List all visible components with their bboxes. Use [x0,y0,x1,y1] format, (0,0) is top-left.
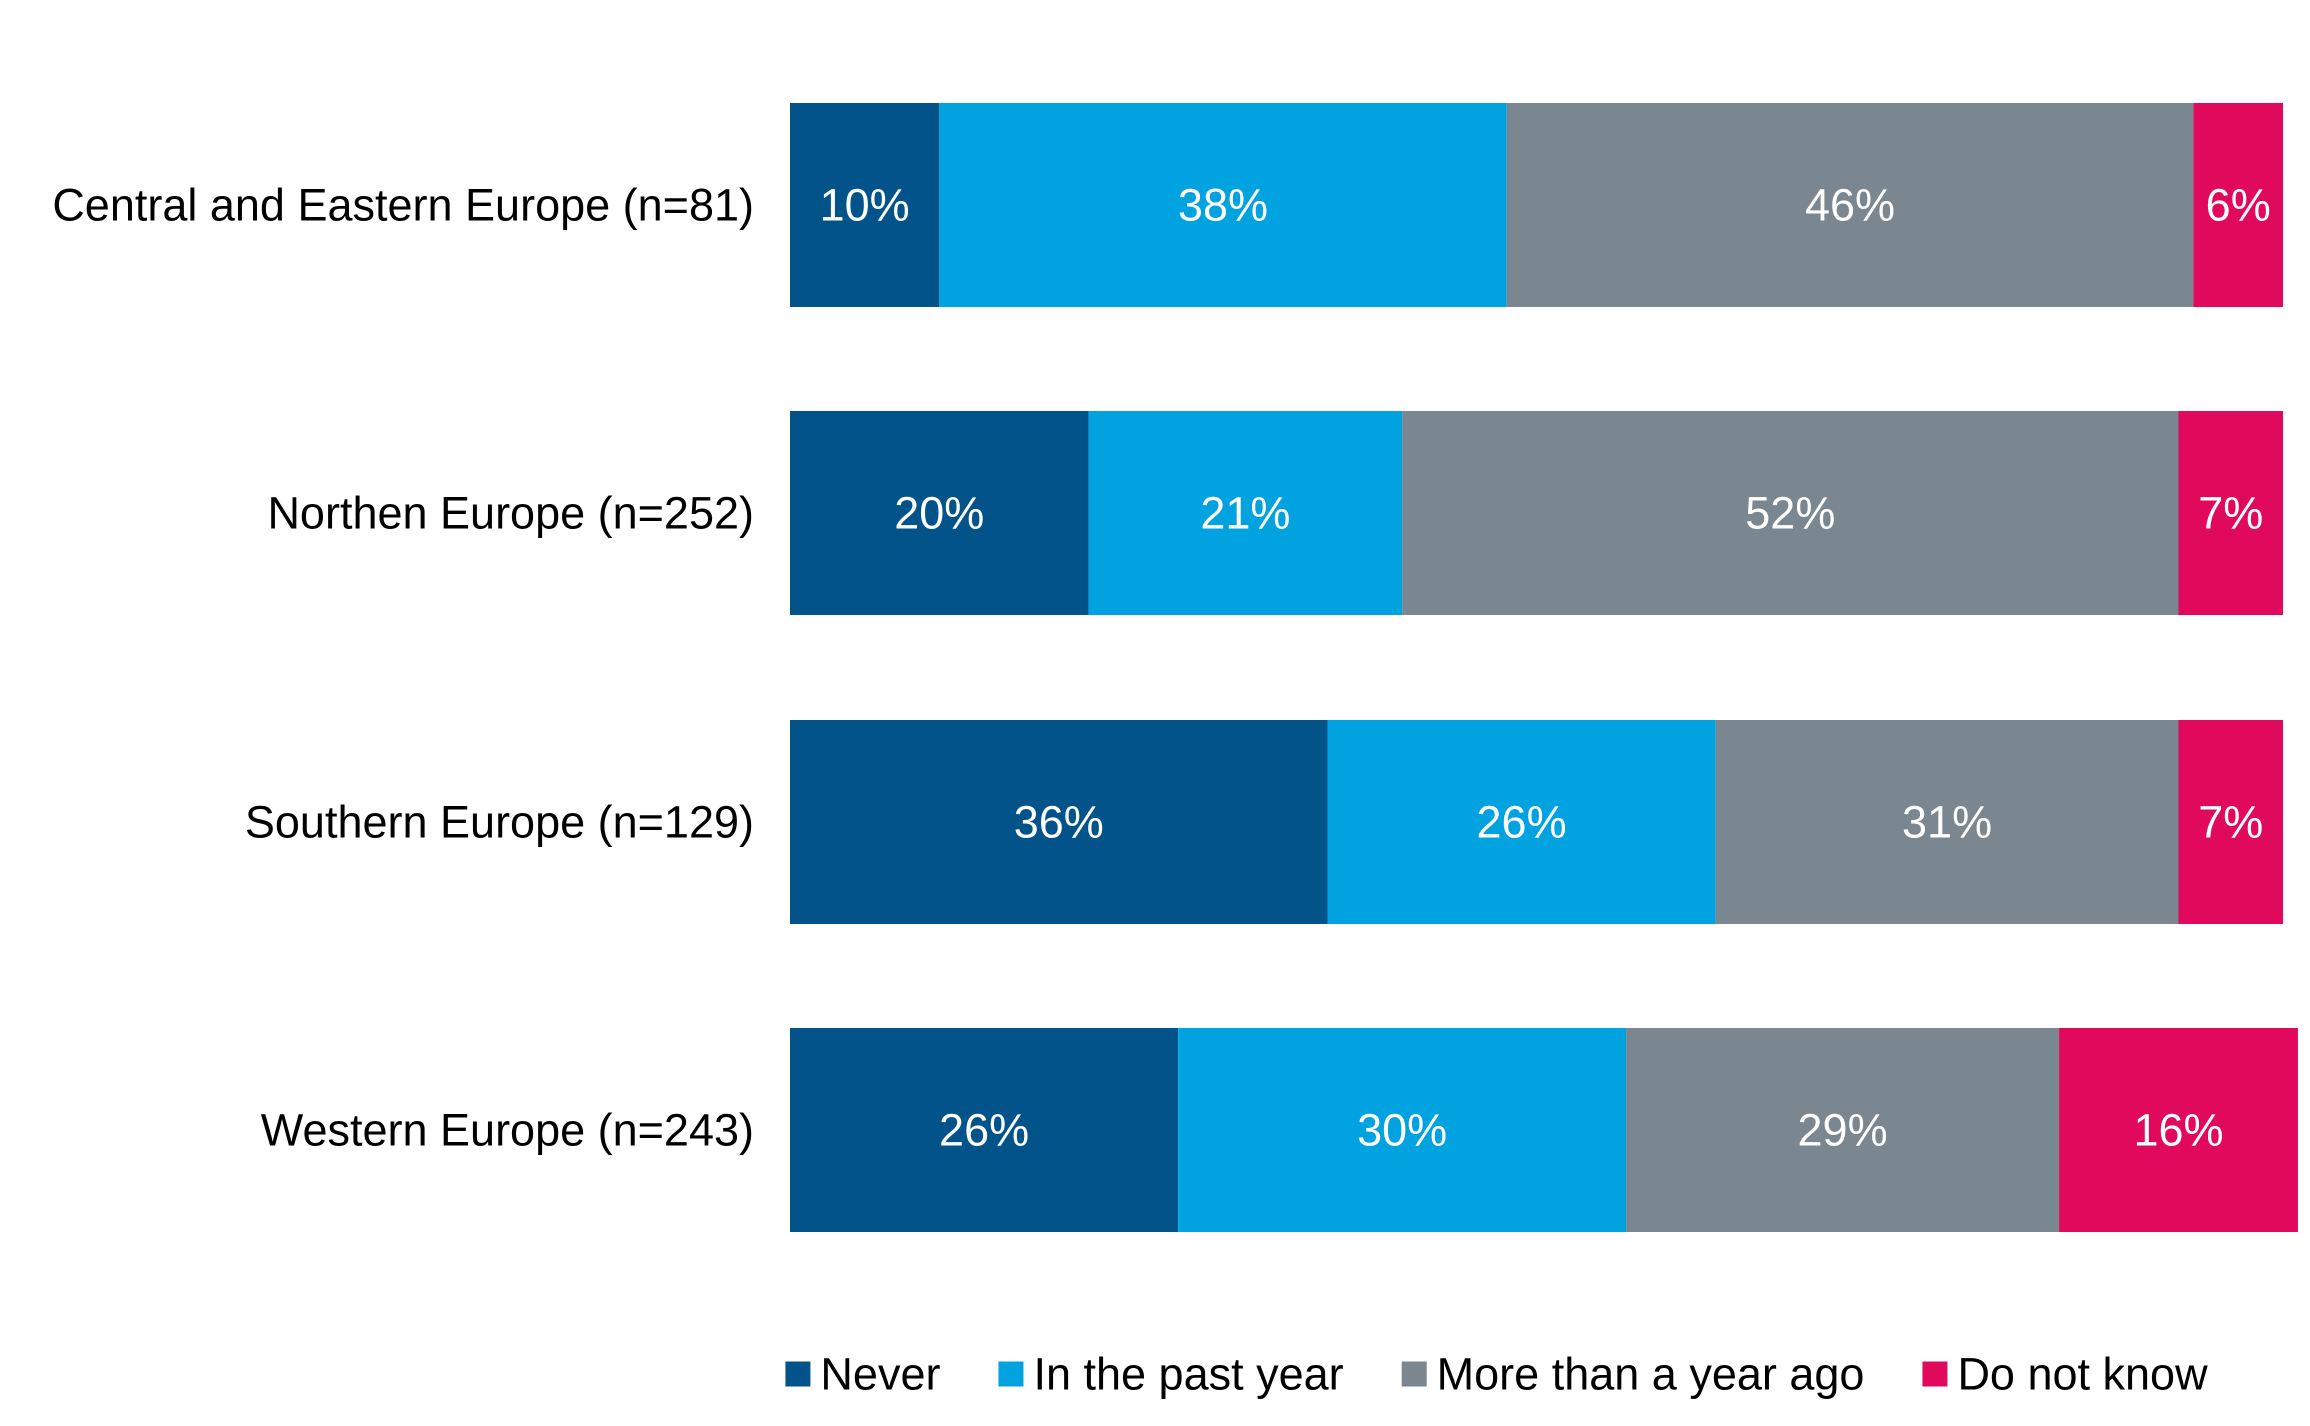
bar-segment [2178,720,2283,924]
bar-segment [2059,1028,2298,1232]
legend-label: Do not know [1957,1349,2208,1400]
bar-segment [790,411,1089,615]
category-label: Central and Eastern Europe (n=81) [52,180,754,231]
bar-segment [1327,720,1716,924]
legend-label: More than a year ago [1437,1349,1865,1400]
data-labels: 10% 38% 46% 6% 20% 21% 52% 7% 36% 26% 31% 7% 26% 30% 2… [820,180,2271,1156]
data-label: 16% [2133,1105,2223,1156]
data-label: 20% [894,488,984,539]
legend-swatch [1401,1361,1427,1387]
category-label: Northen Europe (n=252) [267,488,754,539]
bar-segment [1506,103,2194,307]
data-label: 7% [2198,797,2263,848]
category-label: Southern Europe (n=129) [245,797,754,848]
category-label: Western Europe (n=243) [261,1105,754,1156]
bar-segment [2193,103,2283,307]
data-label: 46% [1805,180,1895,231]
bar-segment [1626,1028,2060,1232]
legend-swatch [785,1361,811,1387]
legend: Never In the past year More than a year ag… [785,1349,2208,1400]
bar-segment [790,103,940,307]
bars [790,103,2298,1232]
bar-segment [2178,411,2283,615]
data-label: 30% [1357,1105,1447,1156]
data-label: 29% [1798,1105,1888,1156]
legend-label: Never [820,1349,940,1400]
data-label: 10% [820,180,910,231]
data-label: 36% [1014,797,1104,848]
legend-swatch [998,1361,1024,1387]
data-label: 52% [1745,488,1835,539]
bar-segment [1088,411,1403,615]
data-label: 31% [1902,797,1992,848]
data-label: 26% [939,1105,1029,1156]
data-label: 38% [1178,180,1268,231]
data-label: 6% [2206,180,2271,231]
bar-segment [1178,1028,1627,1232]
data-label: 7% [2198,488,2263,539]
bar-segment [1402,411,2179,615]
bar-segment [939,103,1507,307]
data-label: 21% [1200,488,1290,539]
bar-segment [790,1028,1179,1232]
bar-segment [1715,720,2179,924]
legend-label: In the past year [1033,1349,1343,1400]
category-labels: Central and Eastern Europe (n=81) Northen… [52,180,754,1156]
legend-swatch [1922,1361,1948,1387]
bar-segment [790,720,1328,924]
data-label: 26% [1477,797,1567,848]
